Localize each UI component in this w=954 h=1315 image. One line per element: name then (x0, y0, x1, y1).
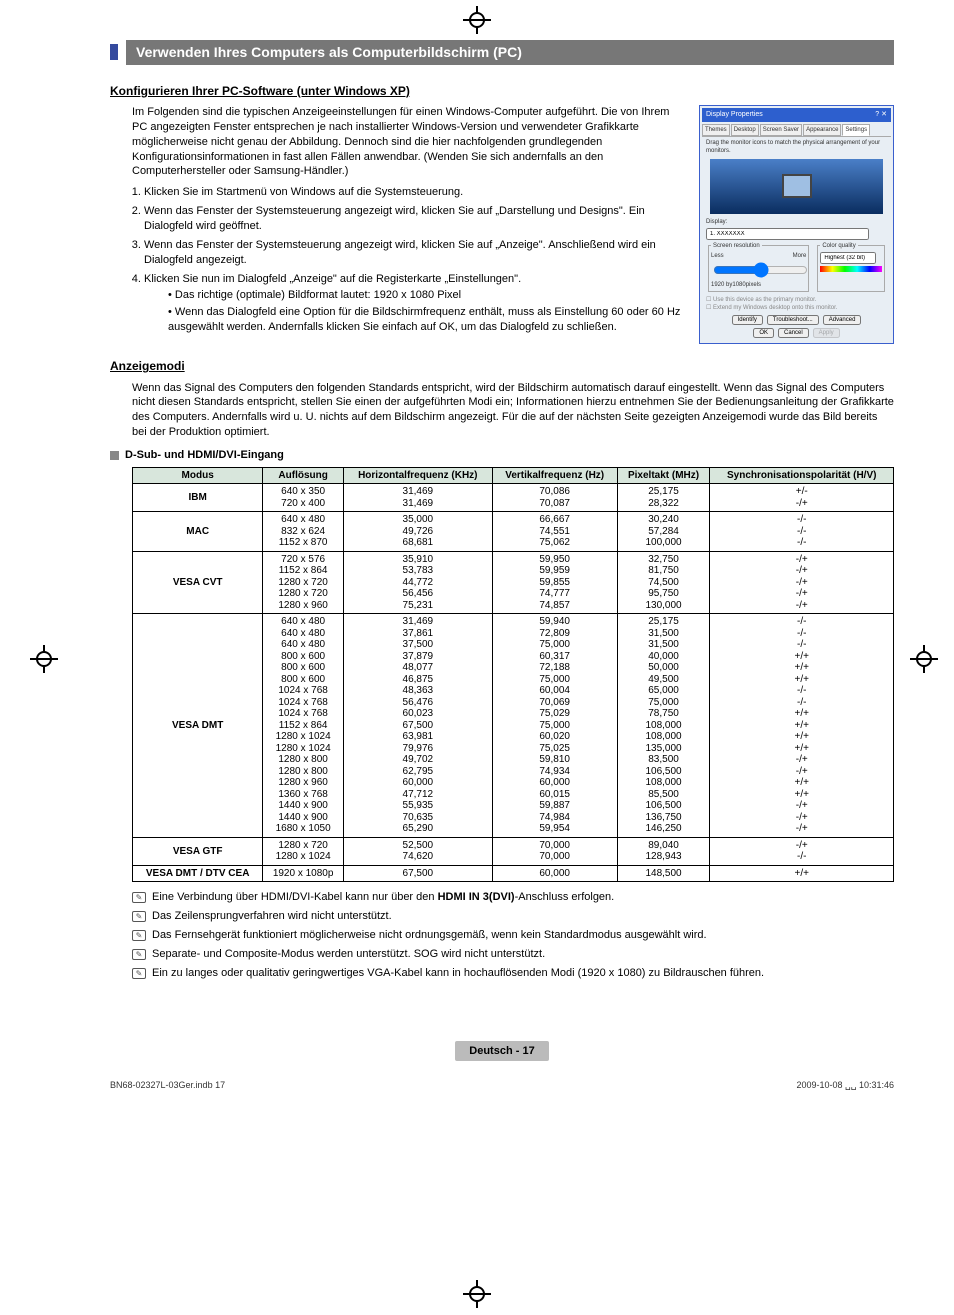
table-row: MAC640 x 480832 x 6241152 x 87035,00049,… (133, 512, 894, 552)
registration-mark (463, 1280, 491, 1308)
page-number-badge: Deutsch - 17 (455, 1041, 548, 1062)
dialog-titlebar: Display Properties ? ✕ (702, 108, 891, 121)
table-row: VESA CVT720 x 5761152 x 8641280 x 720128… (133, 551, 894, 614)
color-quality-group: Color quality (817, 242, 885, 292)
print-footer: BN68-02327L-03Ger.indb 17 2009-10-08 ␣␣ … (110, 1079, 894, 1091)
subheading-modes: Anzeigemodi (110, 358, 894, 374)
file-indicator: BN68-02327L-03Ger.indb 17 (110, 1079, 225, 1091)
resolution-slider[interactable] (713, 262, 808, 278)
advanced-button[interactable]: Advanced (823, 315, 862, 325)
step-4-text: Klicken Sie nun im Dialogfeld „Anzeige" … (144, 273, 521, 285)
tab-appearance[interactable]: Appearance (803, 124, 841, 136)
section-title: Verwenden Ihres Computers als Computerbi… (126, 40, 894, 65)
substep-1: Das richtige (optimale) Bildformat laute… (168, 288, 687, 303)
note-line: ✎Ein zu langes oder qualitativ geringwer… (132, 966, 894, 981)
intro-paragraph: Im Folgenden sind die typischen Anzeigee… (132, 105, 687, 179)
display-modes-table: ModusAuflösungHorizontalfrequenz (KHz)Ve… (132, 467, 894, 883)
note-icon: ✎ (132, 949, 146, 960)
res-more: More (793, 252, 807, 260)
note-icon: ✎ (132, 968, 146, 979)
display-properties-dialog: Display Properties ? ✕ Themes Desktop Sc… (699, 105, 894, 344)
note-line: ✎Das Zeilensprungverfahren wird nicht un… (132, 909, 894, 924)
tab-screensaver[interactable]: Screen Saver (760, 124, 802, 136)
cancel-button[interactable]: Cancel (778, 328, 809, 338)
dialog-monitor-preview (710, 159, 883, 214)
table-caption: D-Sub- und HDMI/DVI-Eingang (110, 448, 894, 463)
substep-2: Wenn das Dialogfeld eine Option für die … (168, 305, 687, 335)
note-line: ✎Das Fernsehgerät funktioniert möglicher… (132, 928, 894, 943)
table-row: IBM640 x 350720 x 40031,46931,46970,0867… (133, 484, 894, 512)
note-icon: ✎ (132, 911, 146, 922)
res-less: Less (711, 252, 724, 260)
table-header: Modus (133, 467, 263, 484)
registration-mark (910, 645, 938, 673)
timestamp: 2009-10-08 ␣␣ 10:31:46 (797, 1079, 895, 1091)
steps-list: Klicken Sie im Startmenü von Windows auf… (144, 185, 687, 335)
screen-resolution-group: Screen resolution Less More 1920 by1080p… (708, 242, 809, 292)
note-icon: ✎ (132, 930, 146, 941)
notes-block: ✎Eine Verbindung über HDMI/DVI-Kabel kan… (132, 890, 894, 980)
table-header: Pixeltakt (MHz) (617, 467, 710, 484)
modes-paragraph: Wenn das Signal des Computers den folgen… (132, 381, 894, 440)
tab-themes[interactable]: Themes (702, 124, 730, 136)
troubleshoot-button[interactable]: Troubleshoot... (767, 315, 819, 325)
apply-button[interactable]: Apply (813, 328, 840, 338)
dialog-tabs: Themes Desktop Screen Saver Appearance S… (702, 124, 891, 137)
subheading-config: Konfigurieren Ihrer PC-Software (unter W… (110, 83, 894, 99)
tab-desktop[interactable]: Desktop (731, 124, 759, 136)
registration-mark (30, 645, 58, 673)
registration-mark (463, 6, 491, 34)
identify-button[interactable]: Identify (732, 315, 763, 325)
display-select[interactable] (706, 228, 869, 240)
note-line: ✎Eine Verbindung über HDMI/DVI-Kabel kan… (132, 890, 894, 905)
extend-desktop-checkbox: ☐ Extend my Windows desktop onto this mo… (706, 304, 887, 312)
table-row: VESA DMT640 x 480640 x 480640 x 480800 x… (133, 614, 894, 838)
resolution-value: 1920 by1080pixels (711, 281, 806, 289)
page-footer: Deutsch - 17 (110, 1041, 894, 1062)
step-3: Wenn das Fenster der Systemsteuerung ang… (144, 238, 687, 268)
step-1: Klicken Sie im Startmenü von Windows auf… (144, 185, 687, 200)
table-row: VESA GTF1280 x 7201280 x 102452,50074,62… (133, 837, 894, 865)
tab-settings[interactable]: Settings (842, 124, 870, 136)
note-line: ✎Separate- und Composite-Modus werden un… (132, 947, 894, 962)
step-4: Klicken Sie nun im Dialogfeld „Anzeige" … (144, 272, 687, 335)
step-2: Wenn das Fenster der Systemsteuerung ang… (144, 204, 687, 234)
dialog-title: Display Properties (706, 110, 763, 119)
color-quality-select[interactable] (820, 252, 875, 264)
primary-monitor-checkbox: ☐ Use this device as the primary monitor… (706, 296, 887, 304)
ok-button[interactable]: OK (753, 328, 774, 338)
table-header: Synchronisationspolarität (H/V) (710, 467, 894, 484)
display-label: Display: (706, 218, 887, 226)
table-header: Horizontalfrequenz (KHz) (343, 467, 492, 484)
table-header: Auflösung (263, 467, 344, 484)
table-header: Vertikalfrequenz (Hz) (492, 467, 617, 484)
section-header: Verwenden Ihres Computers als Computerbi… (110, 40, 894, 65)
accent-bar (110, 44, 118, 60)
table-row: VESA DMT / DTV CEA1920 x 1080p67,50060,0… (133, 865, 894, 882)
note-icon: ✎ (132, 892, 146, 903)
dialog-drag-hint: Drag the monitor icons to match the phys… (706, 139, 887, 155)
dialog-close-icons: ? ✕ (875, 110, 887, 119)
